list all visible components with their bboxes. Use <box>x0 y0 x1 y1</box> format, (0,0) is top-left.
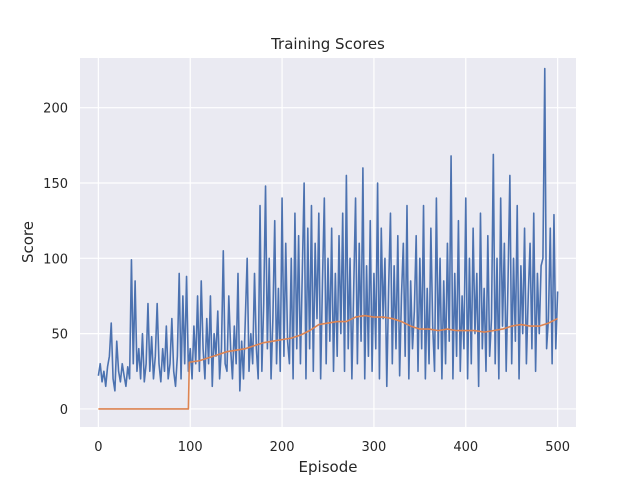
y-tick-label: 100 <box>43 252 68 267</box>
y-tick-label: 0 <box>60 403 68 418</box>
score-series-line <box>97 67 559 392</box>
chart-title: Training Scores <box>270 35 385 53</box>
tick-labels: 0 100 200 300 400 500 0 50 100 150 200 <box>43 102 570 455</box>
y-tick-label: 150 <box>43 177 68 192</box>
x-tick-label: 100 <box>178 440 203 455</box>
x-tick-label: 200 <box>270 440 295 455</box>
x-tick-label: 300 <box>362 440 387 455</box>
gridlines <box>80 58 576 427</box>
y-tick-label: 50 <box>51 328 68 343</box>
x-tick-label: 0 <box>94 440 102 455</box>
x-tick-label: 400 <box>453 440 478 455</box>
x-axis-label: Episode <box>299 458 358 476</box>
series-lines <box>97 67 559 410</box>
y-tick-label: 200 <box>43 102 68 117</box>
y-axis-label: Score <box>19 221 37 263</box>
x-tick-label: 500 <box>545 440 570 455</box>
average-score-series-line <box>98 314 558 410</box>
